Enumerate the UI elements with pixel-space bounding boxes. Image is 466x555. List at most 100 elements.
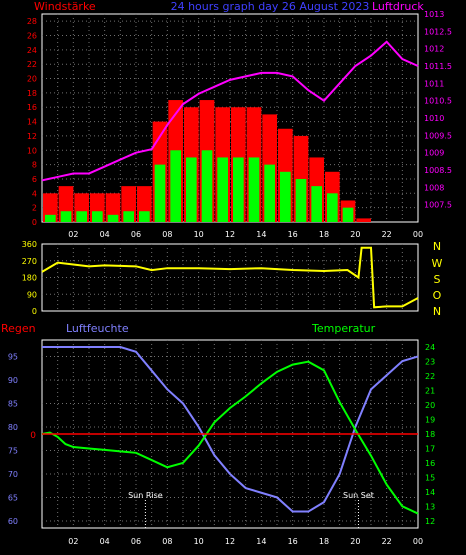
- hour-tick-label: 12: [225, 537, 235, 546]
- temperature-tick-label: 13: [425, 502, 435, 511]
- wind-bar: [201, 150, 213, 222]
- hour-tick-label: 16: [288, 537, 298, 546]
- wind-bar: [311, 186, 322, 222]
- temperature-tick-label: 24: [425, 343, 435, 352]
- sunset-label: Sun Set: [343, 491, 374, 500]
- hour-tick-label: 02: [68, 537, 78, 546]
- wind-bar: [264, 164, 275, 222]
- humidity-axis-label: Luftfeuchte: [66, 322, 129, 335]
- direction-label-n-bottom: N: [433, 305, 441, 318]
- hour-tick-label: 22: [382, 537, 392, 546]
- pressure-tick-label: 1008.5: [424, 166, 452, 175]
- wind-tick-label: 20: [27, 75, 37, 84]
- wind-tick-label: 2: [32, 204, 37, 213]
- temperature-tick-label: 22: [425, 372, 435, 381]
- humidity-tick-label: 60: [8, 517, 18, 526]
- temperature-tick-label: 17: [425, 444, 435, 453]
- humidity-tick-label: 95: [8, 352, 18, 361]
- wind-bar: [170, 150, 181, 222]
- hour-tick-label: 04: [100, 537, 110, 546]
- hour-tick-label: 00: [413, 537, 423, 546]
- wind-bar: [60, 211, 72, 222]
- sunrise-label: Sun Rise: [128, 491, 163, 500]
- pressure-tick-label: 1012.5: [424, 27, 452, 36]
- hour-tick-label: 12: [225, 230, 235, 239]
- direction-label-w: W: [432, 257, 443, 270]
- hour-tick-label: 16: [288, 230, 298, 239]
- pressure-tick-label: 1010: [424, 114, 444, 123]
- wind-bar: [107, 214, 119, 222]
- pressure-tick-label: 1011: [424, 79, 444, 88]
- hour-tick-label: 08: [162, 537, 172, 546]
- wind-bar: [280, 171, 291, 222]
- humidity-tick-label: 75: [8, 446, 18, 455]
- humidity-tick-label: 90: [8, 376, 18, 385]
- temperature-tick-label: 20: [425, 401, 435, 410]
- pressure-tick-label: 1007.5: [424, 201, 452, 210]
- direction-label-s: S: [434, 273, 441, 286]
- wind-tick-label: 6: [32, 175, 37, 184]
- hour-tick-label: 08: [162, 230, 172, 239]
- wind-tick-label: 14: [27, 118, 37, 127]
- wind-bar: [248, 157, 260, 222]
- hour-tick-label: 20: [350, 230, 360, 239]
- pressure-line: [41, 40, 419, 182]
- hour-tick-label: 00: [413, 230, 423, 239]
- humidity-tick-label: 65: [8, 493, 18, 502]
- data-layer: [41, 40, 419, 515]
- axes-layer: 02468101214161820222426281007.510081008.…: [8, 10, 452, 546]
- hour-tick-label: 18: [319, 230, 329, 239]
- pressure-tick-label: 1010.5: [424, 97, 452, 106]
- wind-bar: [342, 207, 354, 222]
- pressure-tick-label: 1012: [424, 45, 444, 54]
- wind-bar: [233, 157, 244, 222]
- wind-bar: [92, 211, 103, 222]
- wind-bar: [186, 157, 197, 222]
- direction-tick-label: 90: [27, 290, 37, 299]
- pressure-tick-label: 1009.5: [424, 131, 452, 140]
- wind-bar: [217, 157, 228, 222]
- hour-tick-label: 18: [319, 537, 329, 546]
- humidity-line: [42, 346, 419, 513]
- direction-tick-label: 360: [22, 240, 37, 249]
- hour-tick-label: 14: [256, 230, 266, 239]
- temperature-tick-label: 19: [425, 416, 435, 425]
- hour-tick-label: 10: [194, 537, 204, 546]
- pressure-tick-label: 1008: [424, 183, 444, 192]
- rain-axis-label: Regen: [1, 322, 36, 335]
- rain-zero-label: 0: [30, 431, 36, 441]
- direction-tick-label: 270: [22, 257, 37, 266]
- pressure-tick-label: 1009: [424, 149, 444, 158]
- temperature-line: [41, 360, 419, 515]
- wind-bar: [123, 211, 134, 222]
- humidity-tick-label: 70: [8, 470, 18, 479]
- hour-tick-label: 06: [131, 537, 141, 546]
- wind-bar: [139, 211, 150, 222]
- direction-label-o: O: [433, 289, 442, 302]
- wind-axis-label: Windstärke: [34, 0, 96, 13]
- wind-tick-label: 26: [27, 32, 37, 41]
- hour-tick-label: 20: [350, 537, 360, 546]
- hour-tick-label: 06: [131, 230, 141, 239]
- gust-bar: [356, 218, 371, 222]
- wind-bar: [76, 211, 87, 222]
- wind-tick-label: 24: [27, 46, 37, 55]
- wind-tick-label: 4: [32, 189, 37, 198]
- temperature-tick-label: 14: [425, 488, 435, 497]
- direction-label-n-top: N: [433, 240, 441, 253]
- wind-tick-label: 16: [27, 103, 37, 112]
- wind-bar: [327, 193, 338, 222]
- wind-bar: [295, 178, 307, 222]
- temperature-tick-label: 23: [425, 358, 435, 367]
- wind-bar: [154, 164, 166, 222]
- humidity-tick-label: 80: [8, 423, 18, 432]
- pressure-tick-label: 1013: [424, 10, 444, 19]
- temperature-tick-label: 15: [425, 473, 435, 482]
- humidity-tick-label: 85: [8, 399, 18, 408]
- temperature-tick-label: 18: [425, 430, 435, 439]
- direction-tick-label: 0: [32, 307, 37, 316]
- temperature-tick-label: 12: [425, 517, 435, 526]
- wind-tick-label: 8: [32, 161, 37, 170]
